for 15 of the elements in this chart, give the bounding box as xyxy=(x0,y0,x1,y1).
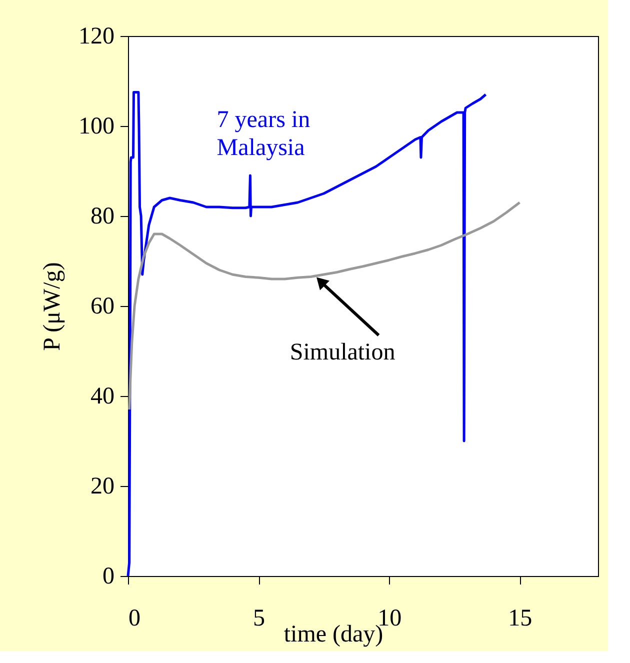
x-tick-label: 0 xyxy=(128,606,140,632)
x-tick-label: 15 xyxy=(508,606,532,632)
annotation: Simulation xyxy=(290,340,396,366)
series-label: 7 years in Malaysia xyxy=(216,107,310,161)
x-tick-label: 5 xyxy=(253,606,266,632)
line-series xyxy=(128,201,521,411)
y-tick-label: 20 xyxy=(90,474,114,500)
y-tick-label: 80 xyxy=(90,204,114,230)
y-tick-label: 0 xyxy=(102,564,114,590)
y-tick-label: 120 xyxy=(78,24,114,50)
y-tick-label: 40 xyxy=(90,384,114,410)
y-axis-title: P (μW/g) xyxy=(40,262,66,351)
y-tick-label: 60 xyxy=(90,294,114,320)
y-tick-label: 100 xyxy=(78,114,114,140)
line-series xyxy=(126,91,487,578)
